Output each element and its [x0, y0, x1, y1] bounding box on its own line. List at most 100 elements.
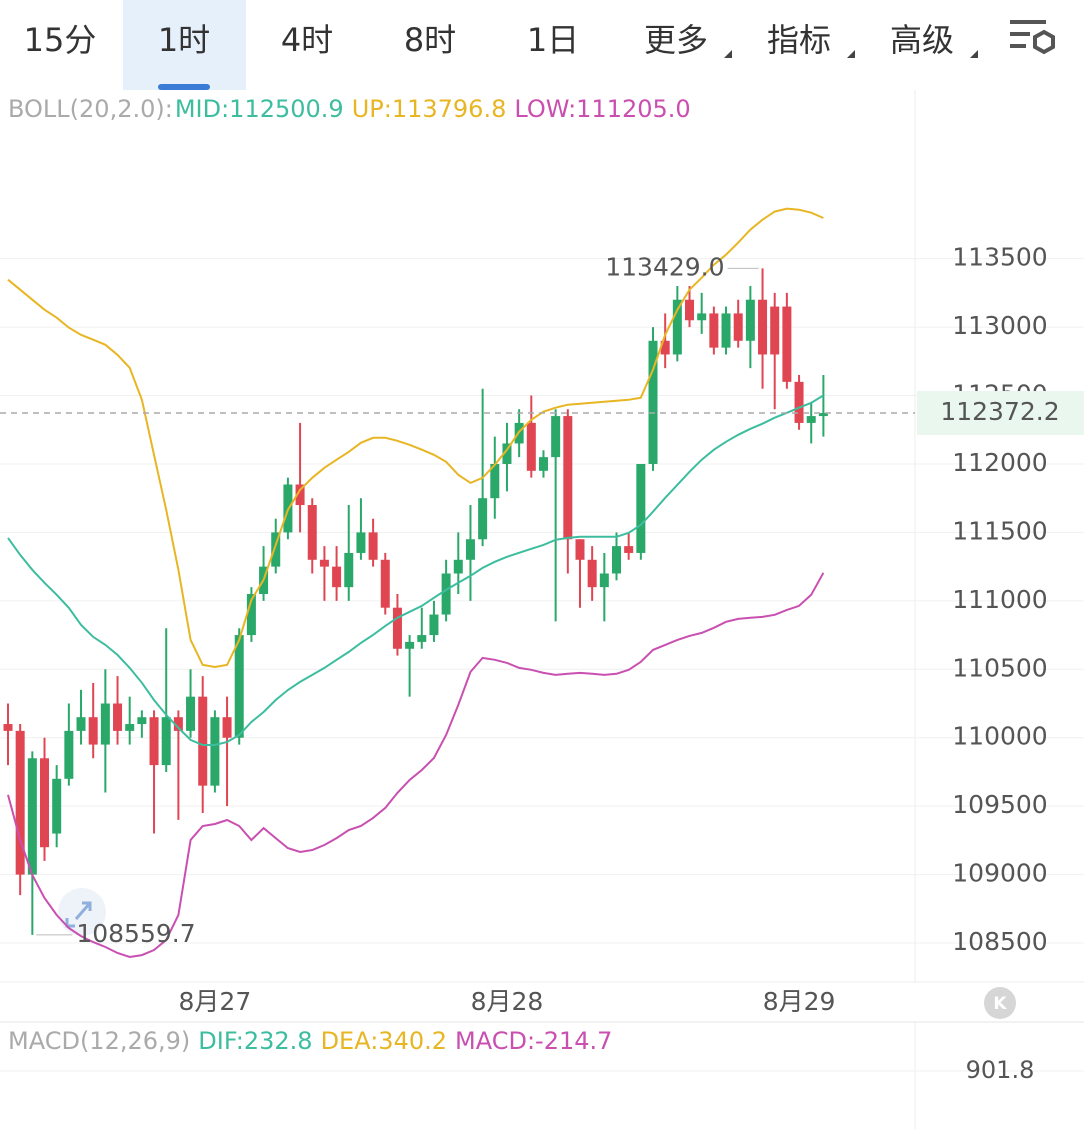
- candle-body: [660, 340, 670, 355]
- candle-body: [685, 299, 695, 321]
- candle-body: [417, 635, 427, 642]
- bollinger-line: [7, 394, 824, 746]
- active-tab-indicator: [158, 84, 210, 90]
- tab[interactable]: 高级: [890, 21, 954, 59]
- candle-body: [733, 313, 743, 341]
- x-tick-label: 8月29: [763, 987, 836, 1016]
- candle-body: [100, 703, 110, 745]
- candle-body: [612, 546, 621, 574]
- candle-body: [356, 532, 366, 553]
- y-tick-label: 108500: [952, 927, 1047, 956]
- candle-body: [88, 717, 98, 745]
- chart-layer: 15分 1时 4时 8时 1日 更多 指标 高级 108500 109000 109500 11000…: [0, 21, 1084, 1055]
- candle-body: [551, 416, 561, 458]
- candle-body: [441, 573, 451, 615]
- candle-body: [563, 416, 573, 540]
- scroll-latest-button[interactable]: [984, 987, 1016, 1019]
- candle-body: [575, 539, 585, 560]
- candle-body: [502, 443, 512, 464]
- candle-body: [770, 306, 780, 355]
- y-tick-label: 112000: [952, 448, 1047, 477]
- dropdown-caret: [724, 50, 732, 58]
- candle-body: [526, 422, 536, 471]
- candle-body: [186, 696, 196, 731]
- candle-body: [52, 778, 62, 834]
- candle-body: [538, 457, 548, 471]
- candle-body: [429, 614, 439, 636]
- tab[interactable]: 4时: [281, 21, 333, 59]
- y-tick-label: 111500: [952, 516, 1047, 545]
- candle-body: [3, 724, 13, 731]
- candle-body: [222, 717, 232, 738]
- candle-body: [149, 717, 159, 766]
- candle-body: [465, 539, 475, 560]
- legend-entry: MID:112500.9: [175, 95, 344, 123]
- candle-body: [271, 532, 281, 567]
- macd-legend: DEA:340.2: [321, 1027, 447, 1055]
- y-tick-label: 113000: [952, 311, 1047, 340]
- candle-body: [234, 635, 244, 738]
- candle-body: [198, 696, 208, 786]
- candle-body: [697, 313, 707, 321]
- macd-axis-label: 901.8: [966, 1056, 1035, 1084]
- tab[interactable]: 指标: [767, 21, 831, 59]
- macd-legend: MACD:-214.7: [455, 1027, 612, 1055]
- y-tick-label: 110500: [952, 653, 1047, 682]
- y-tick-label: 113500: [952, 243, 1047, 272]
- settings-icon[interactable]: [1010, 20, 1055, 55]
- candle-body: [636, 463, 646, 553]
- tab[interactable]: 8时: [404, 21, 456, 59]
- candle-body: [587, 559, 597, 588]
- dropdown-caret: [970, 50, 978, 58]
- candle-body: [332, 566, 342, 588]
- tab[interactable]: 15分: [24, 21, 97, 59]
- last-price-label: 112372.2: [940, 397, 1059, 426]
- candle-body: [113, 703, 123, 731]
- candle-body: [758, 299, 768, 355]
- candle-body: [76, 717, 86, 731]
- candle-body: [161, 717, 171, 766]
- candle-body: [380, 559, 390, 608]
- candle-body: [624, 546, 634, 553]
- bollinger-line: [7, 207, 824, 669]
- candle-body: [125, 724, 135, 731]
- candle-body: [709, 313, 719, 348]
- candle-body: [745, 299, 755, 341]
- candle-body: [246, 594, 256, 636]
- tab[interactable]: 更多: [644, 21, 708, 59]
- low-marker-label: 108559.7: [76, 919, 195, 948]
- button-icon: K: [993, 994, 1007, 1014]
- x-tick-label: 8月27: [179, 987, 252, 1016]
- candle-body: [818, 413, 828, 417]
- tab[interactable]: 1日: [527, 21, 579, 59]
- macd-legend: MACD(12,26,9): [8, 1027, 190, 1055]
- candle-body: [648, 340, 658, 464]
- candle-body: [478, 498, 488, 540]
- candle-body: [15, 730, 25, 875]
- dropdown-caret: [847, 50, 855, 58]
- candle-body: [137, 717, 147, 725]
- candle-body: [392, 607, 402, 649]
- legend-entry: UP:113796.8: [352, 95, 507, 123]
- y-tick-label: 110000: [952, 722, 1047, 751]
- legend-entry: LOW:111205.0: [514, 95, 690, 123]
- candle-body: [782, 306, 792, 382]
- y-tick-label: 109000: [952, 859, 1047, 888]
- high-marker-label: 113429.0: [605, 252, 724, 281]
- candle-body: [721, 313, 731, 348]
- candle-body: [599, 573, 609, 588]
- active-tab-bg: [123, 0, 246, 90]
- candle-body: [453, 559, 463, 574]
- y-tick-label: 109500: [952, 790, 1047, 819]
- candle-body: [173, 717, 183, 731]
- y-tick-label: 111000: [952, 585, 1047, 614]
- candle-body: [319, 559, 329, 567]
- x-tick-label: 8月28: [471, 987, 544, 1016]
- macd-legend: DIF:232.8: [198, 1027, 312, 1055]
- candle-body: [307, 505, 317, 560]
- candle-body: [344, 552, 354, 588]
- candle-body: [210, 717, 220, 786]
- tab[interactable]: 1时: [158, 21, 210, 59]
